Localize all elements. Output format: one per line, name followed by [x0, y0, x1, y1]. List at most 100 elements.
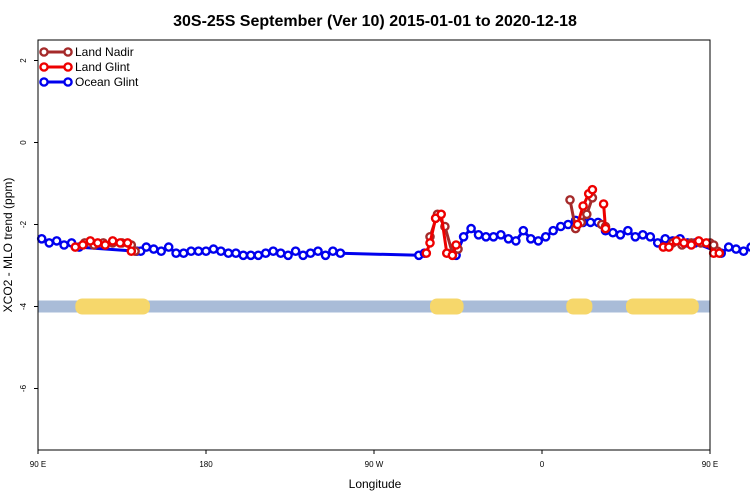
legend-marker — [39, 62, 49, 72]
data-point — [451, 240, 461, 250]
data-point — [171, 248, 181, 258]
data-point — [328, 246, 338, 256]
land-segment — [430, 298, 464, 315]
data-point — [70, 242, 81, 252]
data-point — [298, 250, 308, 261]
data-point — [714, 248, 725, 258]
data-point — [746, 242, 750, 252]
data-point — [565, 195, 575, 205]
data-point — [578, 201, 588, 211]
series-layer — [36, 184, 750, 261]
data-point — [85, 236, 96, 246]
data-point — [572, 219, 583, 230]
data-point — [660, 233, 671, 244]
data-point — [320, 250, 331, 261]
data-point — [178, 248, 189, 258]
series-land-nadir — [79, 192, 723, 258]
chart-title: 30S-25S September (Ver 10) 2015-01-01 to… — [173, 13, 577, 30]
data-point — [540, 231, 551, 242]
y-tick-label: 2 — [19, 58, 28, 63]
legend-marker — [63, 62, 73, 72]
land-ocean-bar — [38, 298, 710, 315]
data-point — [555, 221, 566, 232]
y-tick-label: -2 — [19, 220, 28, 228]
data-point — [238, 250, 249, 261]
land-segment — [566, 298, 593, 315]
data-point — [615, 229, 626, 240]
series-ocean-glint — [36, 215, 750, 261]
data-point — [268, 246, 279, 256]
data-point — [630, 231, 641, 242]
data-point — [100, 240, 110, 250]
data-point — [313, 246, 323, 256]
data-point — [141, 242, 152, 252]
data-point — [694, 236, 704, 246]
x-tick-label: 90 W — [365, 460, 384, 469]
x-tick-label: 180 — [199, 460, 213, 469]
data-point — [598, 199, 609, 209]
data-point — [216, 246, 226, 256]
data-point — [600, 223, 611, 234]
data-point — [533, 236, 544, 246]
data-point — [518, 225, 529, 236]
data-point — [679, 238, 689, 248]
data-point — [36, 233, 47, 244]
data-point — [447, 250, 458, 261]
x-tick-label: 90 E — [30, 460, 46, 469]
data-point — [503, 233, 514, 244]
y-tick-label: 0 — [19, 140, 28, 145]
data-point — [107, 236, 118, 246]
data-point — [511, 236, 521, 246]
data-point — [421, 248, 432, 258]
data-point — [148, 244, 159, 254]
data-point — [92, 238, 103, 248]
data-point — [78, 240, 88, 250]
legend-label: Ocean Glint — [75, 75, 139, 89]
legend-marker — [39, 77, 49, 87]
data-point — [623, 225, 633, 236]
data-point — [186, 246, 196, 256]
data-point — [163, 242, 174, 252]
data-point — [122, 238, 133, 248]
data-point — [223, 248, 234, 258]
y-axis-label: XCO2 - MLO trend (ppm) — [1, 178, 15, 313]
data-point — [466, 223, 476, 234]
data-point — [193, 246, 204, 256]
data-point — [156, 246, 166, 256]
legend-label: Land Glint — [75, 60, 130, 74]
data-point — [563, 219, 573, 230]
data-point — [275, 248, 286, 258]
data-point — [231, 248, 241, 258]
data-point — [126, 246, 137, 256]
legend-marker — [63, 77, 73, 87]
data-point — [731, 244, 741, 254]
data-point — [290, 246, 301, 256]
data-point — [638, 229, 648, 240]
data-point — [585, 217, 596, 228]
data-point — [738, 246, 749, 256]
data-point — [115, 238, 125, 248]
plot-frame — [37, 39, 711, 451]
land-segment — [75, 298, 150, 315]
data-point — [436, 209, 447, 220]
data-point — [701, 238, 712, 248]
data-point — [481, 231, 491, 242]
y-axis-ticks: -6 -4 -2 0 2 — [19, 58, 38, 392]
data-point — [208, 244, 219, 254]
data-point — [664, 242, 674, 252]
data-point — [645, 231, 656, 242]
data-point — [496, 229, 506, 240]
data-point — [283, 250, 293, 261]
y-tick-label: -4 — [19, 302, 28, 310]
x-axis-ticks: 90 E 180 90 W 0 90 E — [30, 450, 718, 469]
data-point — [44, 238, 55, 248]
data-point — [723, 242, 734, 252]
legend-marker — [63, 47, 73, 57]
y-tick-label: -6 — [19, 384, 28, 392]
data-point — [671, 236, 682, 246]
x-tick-label: 0 — [540, 460, 545, 469]
data-point — [59, 240, 69, 250]
data-point — [425, 238, 435, 248]
series-land-glint — [70, 184, 725, 261]
